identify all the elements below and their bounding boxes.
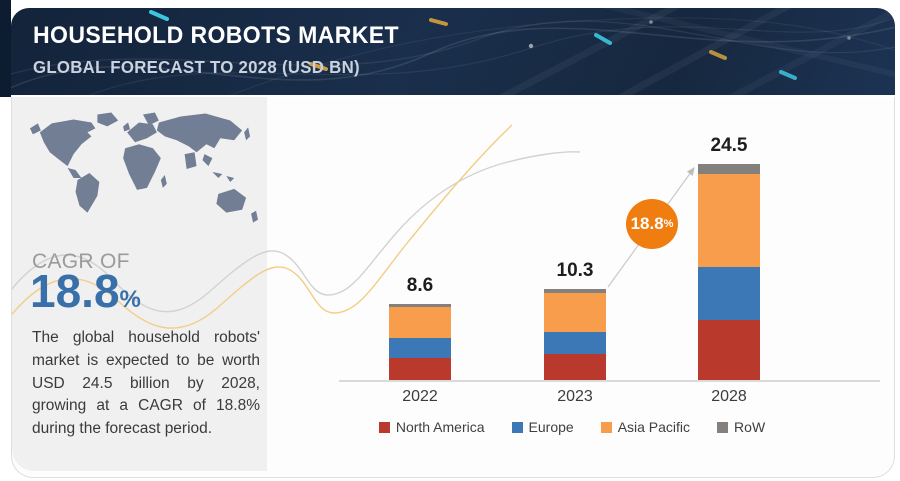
badge-percent-sign: % (663, 218, 674, 230)
legend-swatch (600, 421, 612, 433)
bar-total-label: 8.6 (406, 275, 434, 297)
header-network-decoration (11, 8, 895, 95)
badge-value: 18.8 (630, 214, 664, 233)
legend-label: RoW (734, 419, 766, 435)
legend-item-north-america: North America (378, 419, 485, 435)
legend-item-europe: Europe (511, 419, 574, 435)
page-title: HOUSEHOLD ROBOTS MARKET (33, 22, 399, 49)
legend-swatch (511, 421, 523, 433)
legend-swatch (378, 421, 390, 433)
bar-segment-asia-pacific (389, 306, 451, 338)
bar-2028 (698, 164, 760, 380)
bar-segment-north-america (698, 320, 760, 380)
bar-2022 (389, 304, 451, 380)
bar-total-label: 10.3 (556, 260, 594, 282)
bar-segment-asia-pacific (698, 174, 760, 268)
chart-legend: North America Europe Asia Pacific RoW (307, 419, 837, 435)
cagr-number: 18.8 (30, 265, 120, 317)
legend-swatch (717, 421, 729, 433)
bar-segment-north-america (389, 357, 451, 380)
x-axis-line (339, 380, 880, 382)
bar-segment-row (698, 164, 760, 175)
content-panel: CAGR OF 18.8% The global household robot… (11, 97, 895, 478)
legend-item-asia-pacific: Asia Pacific (600, 419, 691, 435)
legend-label: Asia Pacific (617, 419, 691, 435)
legend-label: North America (395, 419, 485, 435)
header-banner: HOUSEHOLD ROBOTS MARKET GLOBAL FORECAST … (11, 8, 895, 95)
bar-total-label: 24.5 (710, 135, 748, 157)
bar-segment-north-america (544, 353, 606, 380)
bar-2023 (544, 289, 606, 380)
x-axis-label-2023: 2023 (557, 388, 593, 405)
bar-segment-europe (698, 267, 760, 321)
market-summary-text: The global household robots' market is e… (32, 329, 260, 438)
legend-label: Europe (528, 419, 574, 435)
legend-item-row: RoW (717, 419, 765, 435)
x-axis-label-2022: 2022 (402, 388, 438, 405)
bar-segment-europe (389, 337, 451, 358)
x-axis-label-2028: 2028 (711, 388, 747, 405)
bar-segment-asia-pacific (544, 292, 606, 332)
bar-segment-europe (544, 331, 606, 354)
edge-accent-strip (0, 0, 11, 97)
cagr-value: 18.8% (30, 267, 141, 315)
page-subtitle: GLOBAL FORECAST TO 2028 (USD BN) (33, 57, 360, 77)
cagr-percent-sign: % (119, 286, 141, 313)
cagr-growth-badge: 18.8% (626, 199, 678, 249)
